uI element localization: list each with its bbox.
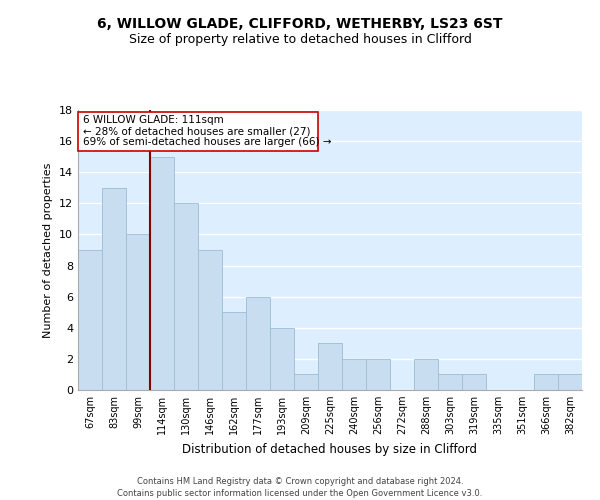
Text: Contains HM Land Registry data © Crown copyright and database right 2024.: Contains HM Land Registry data © Crown c… [137,478,463,486]
Text: ← 28% of detached houses are smaller (27): ← 28% of detached houses are smaller (27… [83,126,310,136]
Bar [318,344,342,390]
Bar [294,374,318,390]
Text: 6, WILLOW GLADE, CLIFFORD, WETHERBY, LS23 6ST: 6, WILLOW GLADE, CLIFFORD, WETHERBY, LS2… [97,18,503,32]
Bar [414,359,438,390]
Text: 69% of semi-detached houses are larger (66) →: 69% of semi-detached houses are larger (… [83,137,331,147]
Text: 6 WILLOW GLADE: 111sqm: 6 WILLOW GLADE: 111sqm [83,114,224,124]
Bar [198,250,222,390]
Bar [246,296,270,390]
Y-axis label: Number of detached properties: Number of detached properties [43,162,53,338]
X-axis label: Distribution of detached houses by size in Clifford: Distribution of detached houses by size … [182,442,478,456]
Bar [342,359,366,390]
Bar [534,374,558,390]
Bar [366,359,390,390]
Bar [438,374,462,390]
Bar [126,234,150,390]
Bar [174,204,198,390]
Text: Size of property relative to detached houses in Clifford: Size of property relative to detached ho… [128,32,472,46]
Bar [270,328,294,390]
Bar [78,112,318,151]
Bar [150,156,174,390]
Bar [558,374,582,390]
Bar [78,250,102,390]
Text: Contains public sector information licensed under the Open Government Licence v3: Contains public sector information licen… [118,489,482,498]
Bar [222,312,246,390]
Bar [462,374,486,390]
Bar [102,188,126,390]
